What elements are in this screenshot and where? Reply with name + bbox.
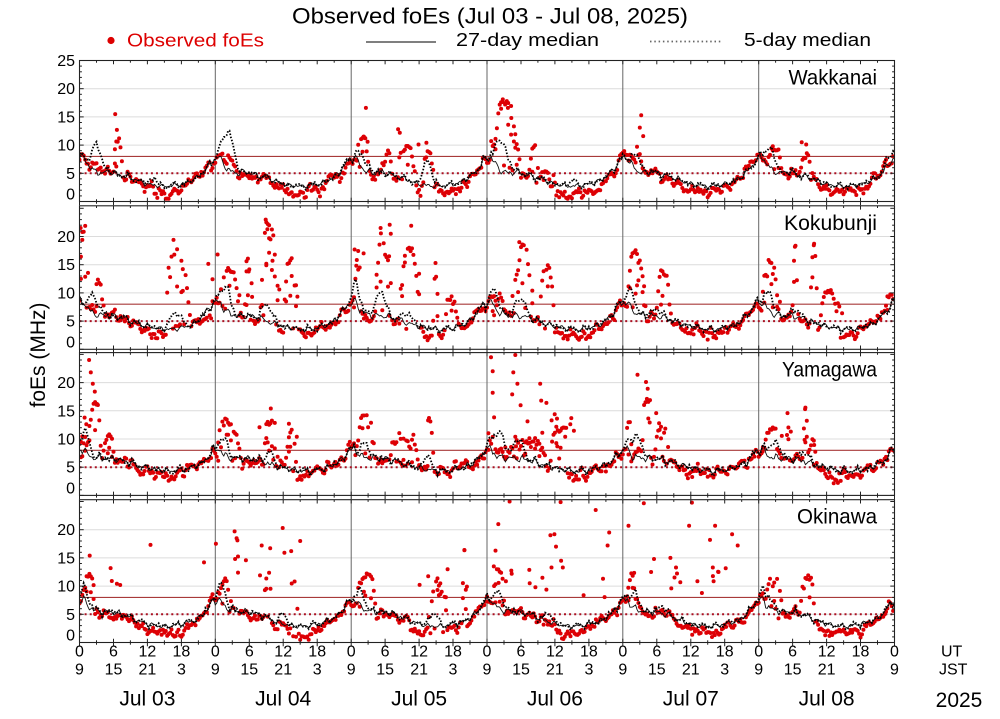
svg-text:Jul 08: Jul 08: [799, 688, 855, 711]
svg-text:15: 15: [57, 257, 75, 274]
svg-text:18: 18: [173, 644, 191, 661]
svg-text:0: 0: [66, 481, 75, 498]
svg-text:15: 15: [57, 550, 75, 567]
svg-text:18: 18: [444, 644, 462, 661]
svg-text:9: 9: [890, 662, 899, 679]
svg-text:5: 5: [66, 166, 75, 183]
svg-text:Kokubunji: Kokubunji: [784, 212, 877, 235]
svg-text:21: 21: [410, 662, 428, 679]
svg-text:Observed foEs: Observed foEs: [127, 31, 264, 51]
svg-text:Wakkanai: Wakkanai: [789, 67, 878, 90]
svg-text:Jul 04: Jul 04: [255, 688, 311, 711]
svg-text:15: 15: [512, 662, 530, 679]
svg-text:6: 6: [652, 644, 661, 661]
svg-text:21: 21: [139, 662, 157, 679]
svg-text:15: 15: [240, 662, 258, 679]
svg-text:10: 10: [57, 579, 75, 596]
svg-text:Jul 06: Jul 06: [527, 688, 583, 711]
svg-text:6: 6: [109, 644, 118, 661]
svg-text:Jul 05: Jul 05: [391, 688, 447, 711]
svg-text:15: 15: [376, 662, 394, 679]
svg-text:15: 15: [57, 403, 75, 420]
svg-text:UT: UT: [941, 644, 963, 661]
svg-text:12: 12: [682, 644, 700, 661]
svg-text:6: 6: [245, 644, 254, 661]
svg-text:25: 25: [57, 53, 75, 70]
svg-text:9: 9: [75, 662, 84, 679]
svg-text:0: 0: [211, 644, 220, 661]
svg-text:12: 12: [410, 644, 428, 661]
svg-text:Observed foEs (Jul 03 - Jul 08: Observed foEs (Jul 03 - Jul 08, 2025): [292, 4, 688, 29]
svg-text:9: 9: [754, 662, 763, 679]
svg-text:2025: 2025: [936, 689, 983, 712]
svg-text:9: 9: [483, 662, 492, 679]
svg-text:10: 10: [57, 432, 75, 449]
svg-text:10: 10: [57, 138, 75, 155]
svg-text:6: 6: [788, 644, 797, 661]
svg-text:20: 20: [57, 375, 75, 392]
svg-text:12: 12: [274, 644, 292, 661]
svg-text:15: 15: [57, 109, 75, 126]
svg-text:21: 21: [546, 662, 564, 679]
svg-text:foEs (MHz): foEs (MHz): [27, 303, 50, 408]
svg-text:20: 20: [57, 81, 75, 98]
svg-text:18: 18: [716, 644, 734, 661]
svg-text:15: 15: [784, 662, 802, 679]
svg-text:0: 0: [618, 644, 627, 661]
svg-text:18: 18: [580, 644, 598, 661]
svg-text:0: 0: [347, 644, 356, 661]
svg-text:JST: JST: [939, 662, 968, 679]
svg-text:5-day median: 5-day median: [744, 30, 871, 50]
svg-text:12: 12: [139, 644, 157, 661]
svg-text:21: 21: [682, 662, 700, 679]
svg-text:6: 6: [517, 644, 526, 661]
svg-text:18: 18: [308, 644, 326, 661]
svg-text:Jul 07: Jul 07: [663, 688, 719, 711]
svg-text:9: 9: [211, 662, 220, 679]
svg-text:3: 3: [449, 662, 458, 679]
svg-text:9: 9: [618, 662, 627, 679]
svg-text:0: 0: [890, 644, 899, 661]
svg-text:9: 9: [347, 662, 356, 679]
svg-text:27-day median: 27-day median: [456, 30, 599, 50]
svg-text:5: 5: [66, 607, 75, 624]
svg-text:12: 12: [546, 644, 564, 661]
svg-text:5: 5: [66, 314, 75, 331]
svg-text:Jul 03: Jul 03: [119, 688, 175, 711]
svg-text:3: 3: [313, 662, 322, 679]
svg-text:0: 0: [75, 644, 84, 661]
svg-text:18: 18: [852, 644, 870, 661]
svg-text:15: 15: [648, 662, 666, 679]
svg-text:21: 21: [818, 662, 836, 679]
svg-text:12: 12: [818, 644, 836, 661]
svg-text:0: 0: [66, 335, 75, 352]
svg-text:3: 3: [584, 662, 593, 679]
svg-text:15: 15: [105, 662, 123, 679]
svg-text:Yamagawa: Yamagawa: [782, 359, 877, 382]
svg-text:6: 6: [381, 644, 390, 661]
svg-text:3: 3: [177, 662, 186, 679]
svg-text:10: 10: [57, 285, 75, 302]
svg-text:20: 20: [57, 229, 75, 246]
svg-text:5: 5: [66, 460, 75, 477]
svg-text:Okinawa: Okinawa: [797, 506, 877, 529]
svg-text:20: 20: [57, 522, 75, 539]
svg-text:3: 3: [856, 662, 865, 679]
svg-text:0: 0: [66, 187, 75, 204]
svg-text:0: 0: [754, 644, 763, 661]
svg-text:0: 0: [66, 628, 75, 645]
svg-text:3: 3: [720, 662, 729, 679]
svg-text:0: 0: [483, 644, 492, 661]
svg-text:21: 21: [274, 662, 292, 679]
